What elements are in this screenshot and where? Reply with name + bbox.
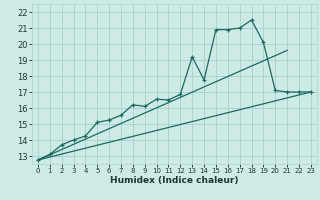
X-axis label: Humidex (Indice chaleur): Humidex (Indice chaleur) (110, 176, 239, 185)
